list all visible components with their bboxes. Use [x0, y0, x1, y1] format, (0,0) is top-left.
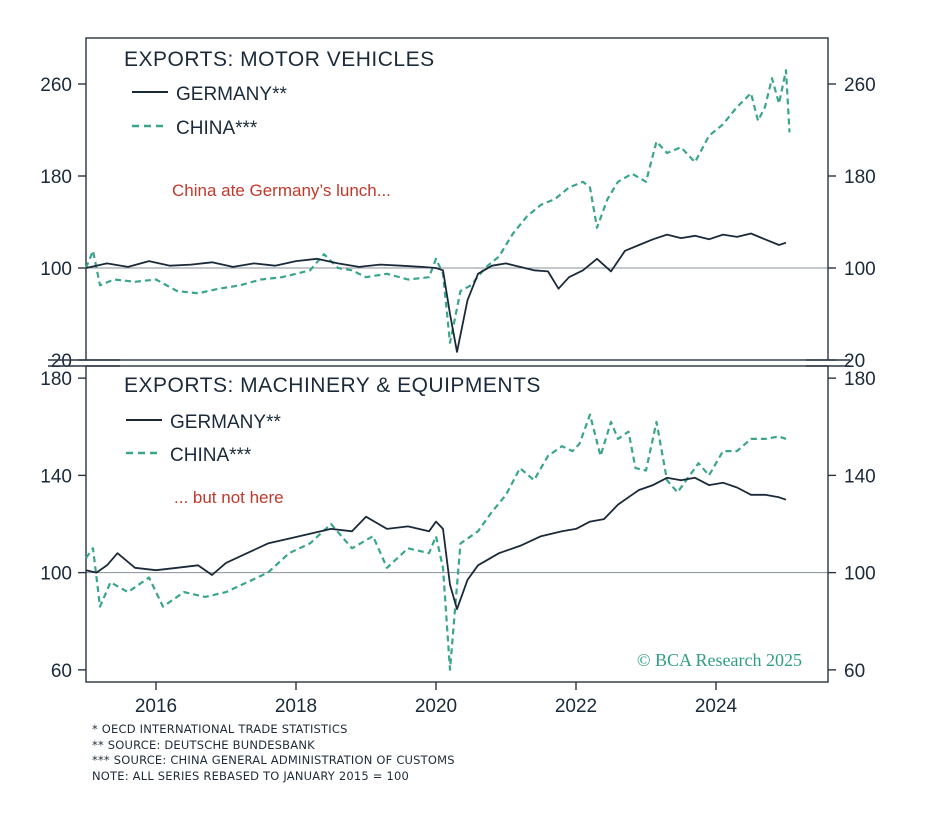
annotation-text: ... but not here [174, 488, 284, 507]
series-line-germany [85, 476, 787, 610]
y-tick-label-right: 260 [844, 75, 876, 96]
x-tick-label: 2016 [135, 696, 177, 717]
watermark: © BCA Research 2025 [637, 650, 802, 670]
x-tick-label: 2022 [555, 696, 597, 717]
x-axis: 2016 2018 2020 2022 2024 [135, 682, 738, 717]
y-tick-label-left: 140 [40, 466, 72, 487]
footnote: NOTE: ALL SERIES REBASED TO JANUARY 2015… [92, 768, 410, 783]
panel-title: EXPORTS: MOTOR VEHICLES [124, 48, 435, 71]
panel-frame [85, 365, 829, 683]
y-tick-label-right: 140 [844, 466, 876, 487]
axis-break-marks [48, 359, 850, 367]
x-tick-label: 2020 [415, 696, 457, 717]
panel-machinery-equipments: 60 60 100 100 140 140 180 180 EXPORTS: MACHINER… [40, 365, 876, 683]
y-tick-label-left: 100 [40, 259, 72, 280]
legend-label-germany: GERMANY** [170, 412, 281, 433]
y-tick-label-left: 180 [40, 369, 72, 390]
series-line-germany [85, 232, 787, 353]
y-tick-label-left: 260 [40, 75, 72, 96]
panel-frame [85, 37, 829, 361]
footnote: ** SOURCE: DEUTSCHE BUNDESBANK [92, 737, 315, 752]
y-tick-label-right: 100 [844, 564, 876, 585]
y-tick-label-right: 100 [844, 259, 876, 280]
annotation-text: China ate Germany’s lunch... [172, 181, 391, 200]
y-tick-label-left: 60 [51, 661, 72, 682]
y-tick-label-right: 180 [844, 167, 876, 188]
legend-label-china: CHINA*** [176, 118, 258, 139]
footnote: * OECD INTERNATIONAL TRADE STATISTICS [92, 722, 348, 736]
legend-label-china: CHINA*** [170, 445, 252, 466]
x-tick-label: 2018 [275, 696, 317, 717]
panel-title: EXPORTS: MACHINERY & EQUIPMENTS [124, 374, 541, 397]
footnotes: * OECD INTERNATIONAL TRADE STATISTICS **… [92, 722, 455, 784]
series-line-china [85, 413, 787, 671]
y-tick-label-left: 100 [40, 564, 72, 585]
chart-figure: 20 20 100 100 180 180 260 260 EXPORTS: MOTOR VE… [40, 37, 876, 717]
y-tick-label-right: 60 [844, 661, 865, 682]
footnote: *** SOURCE: CHINA GENERAL ADMINISTRATION… [92, 753, 455, 767]
y-tick-label-left: 180 [40, 167, 72, 188]
y-tick-label-right: 180 [844, 369, 876, 390]
x-tick-label: 2024 [695, 696, 738, 717]
series-line-china [84, 69, 791, 344]
legend-label-germany: GERMANY** [176, 84, 287, 105]
